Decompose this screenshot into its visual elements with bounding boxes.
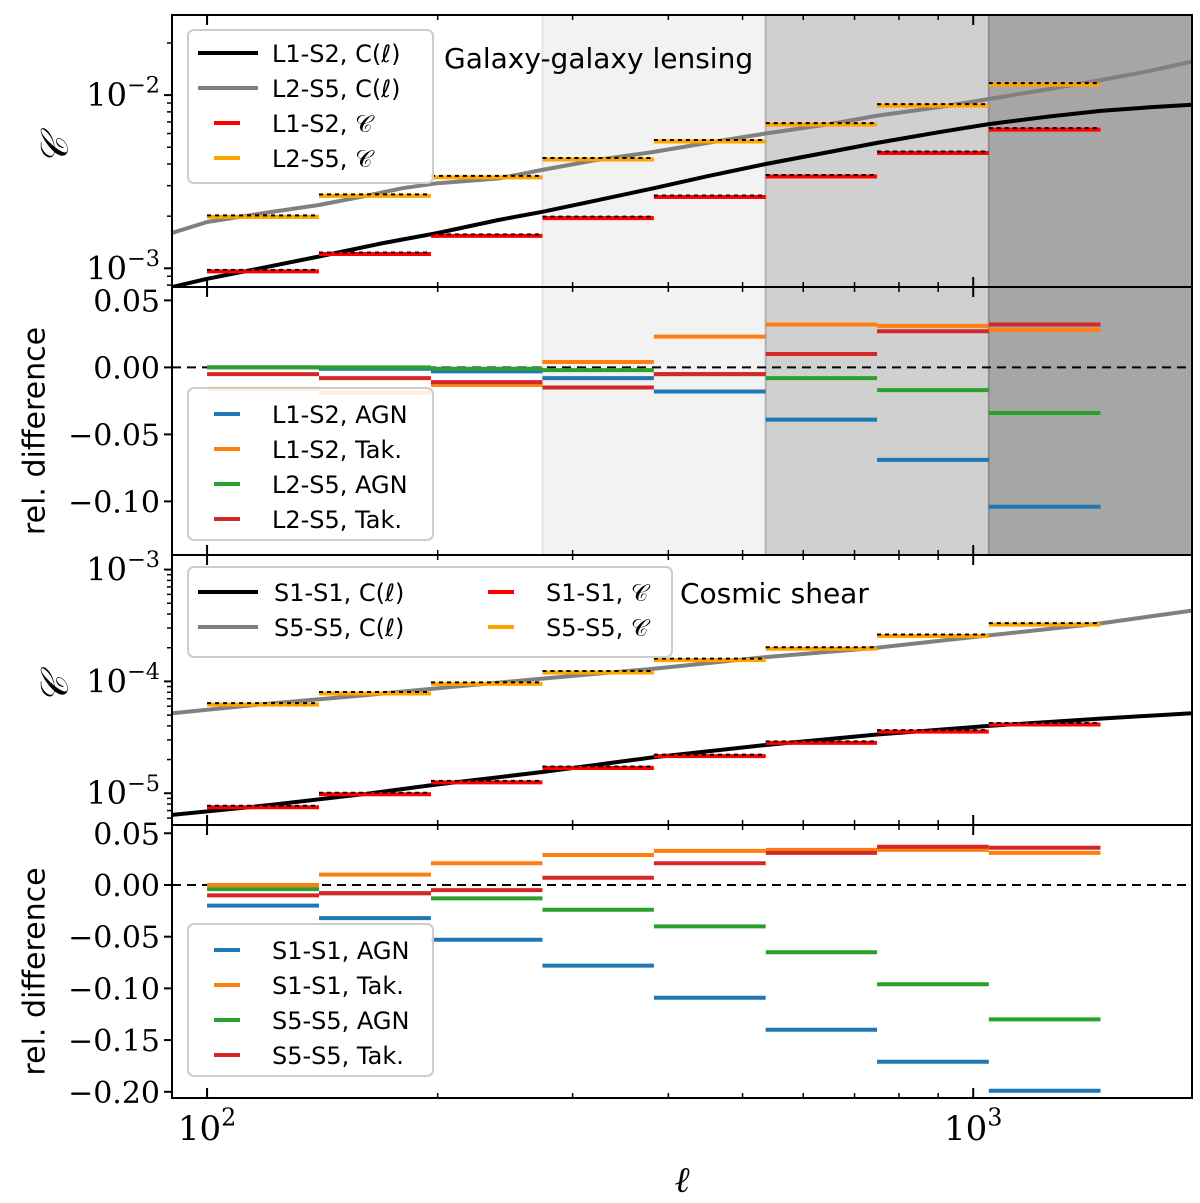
scale-cut-shading — [541, 15, 1192, 555]
y-axis-label: 𝒞 — [33, 128, 77, 165]
y-tick-label-exponent: −4 — [127, 659, 160, 685]
y-tick-label: 0.00 — [93, 869, 160, 904]
legend-label: S5-S5, Tak. — [272, 1042, 404, 1070]
legend-label: L2-S5, 𝒞 — [272, 145, 375, 173]
y-tick-label: −0.05 — [68, 921, 160, 956]
x-tick-label: 102 — [178, 1104, 236, 1149]
curve-1 — [172, 59, 1192, 235]
y-tick-label-base: 10 — [86, 774, 127, 812]
legend-label: L1-S2, 𝒞 — [272, 110, 375, 138]
y-ticks: 10−310−2 — [86, 42, 172, 287]
y-tick-label: 0.05 — [93, 284, 160, 319]
shade-region-2 — [988, 15, 1192, 555]
legend-label: S5-S5, 𝒞 — [546, 614, 651, 642]
y-axis-label: rel. difference — [18, 327, 53, 535]
legend: S1-S1, AGN S1-S1, Tak. S5-S5, AGN S5-S5, Ta… — [187, 923, 434, 1077]
y-tick-label: 10−2 — [86, 73, 160, 114]
legend-label: S1-S1, 𝒞 — [546, 579, 651, 607]
y-tick-label: −0.05 — [68, 418, 160, 453]
plot-area — [172, 608, 1192, 817]
y-tick-label-exponent: −5 — [127, 771, 160, 797]
y-tick-label-base: 10 — [86, 551, 127, 589]
panel-shear-diff: 0.05 0.00 −0.05 −0.10 −0.15 −0.20 rel. differe… — [18, 817, 1193, 1111]
legend: L1-S2, AGN L1-S2, Tak. L2-S5, AGN L2-S5, Ta… — [187, 387, 434, 541]
y-tick-label: −0.10 — [68, 485, 160, 520]
legend-label: L2-S5, AGN — [272, 471, 408, 499]
y-tick-label-base: 10 — [86, 662, 127, 700]
shade-region-0 — [542, 15, 766, 555]
y-ticks: 0.05 0.00 −0.05 −0.10 — [68, 284, 172, 520]
x-axis-label: ℓ — [675, 1160, 690, 1201]
legend-label: S5-S5, AGN — [272, 1007, 409, 1035]
panel-title: Cosmic shear — [680, 577, 869, 610]
y-tick-label: −0.20 — [68, 1076, 160, 1111]
x-tick-label-base: 10 — [944, 1109, 987, 1149]
y-ticks: 0.05 0.00 −0.05 −0.10 −0.15 −0.20 — [68, 817, 172, 1111]
y-tick-label: 0.00 — [93, 351, 160, 386]
y-tick-label: −0.10 — [68, 972, 160, 1007]
y-tick-label: 10−5 — [86, 771, 160, 812]
curve-0 — [172, 711, 1192, 817]
y-tick-label: 0.05 — [93, 817, 160, 852]
legend-box — [187, 29, 434, 184]
plot-area — [172, 844, 1192, 1093]
y-tick-label: 10−4 — [86, 659, 160, 700]
legend-label: L1-S2, C(ℓ) — [272, 40, 400, 68]
legend-label: L1-S2, Tak. — [272, 436, 402, 464]
y-tick-label-exponent: −3 — [127, 246, 160, 272]
legend: L1-S2, C(ℓ) L2-S5, C(ℓ) L1-S2, 𝒞 L2-S5, 𝒞 — [187, 29, 434, 184]
y-tick-label-base: 10 — [86, 249, 127, 287]
legend: S1-S1, C(ℓ) S5-S5, C(ℓ) S1-S1, 𝒞 S5-S5, 𝒞 — [187, 566, 673, 658]
legend-label: S1-S1, AGN — [272, 937, 409, 965]
panel-frame — [171, 824, 1193, 1099]
legend-box — [187, 387, 434, 541]
plot-area — [172, 59, 1192, 287]
x-tick-labels: 102 103 — [178, 1104, 1003, 1149]
y-tick-label: 10−3 — [86, 246, 160, 287]
legend-label: S5-S5, C(ℓ) — [274, 614, 404, 642]
x-tick-label-exponent: 3 — [987, 1104, 1002, 1132]
y-tick-label-exponent: −3 — [127, 547, 160, 573]
legend-label: L2-S5, Tak. — [272, 506, 402, 534]
x-tick-label: 103 — [944, 1104, 1002, 1149]
legend-label: S1-S1, Tak. — [272, 972, 404, 1000]
plot-area — [172, 322, 1192, 509]
y-ticks: 10−510−410−3 — [86, 547, 172, 819]
x-tick-label-base: 10 — [178, 1109, 221, 1149]
panel-title: Galaxy-galaxy lensing — [444, 42, 753, 75]
legend-label: L2-S5, C(ℓ) — [272, 75, 400, 103]
y-axis-label: rel. difference — [18, 867, 53, 1075]
curve-1 — [172, 608, 1192, 716]
x-ticks — [206, 825, 975, 1098]
legend-label: S1-S1, C(ℓ) — [274, 579, 404, 607]
legend-box — [187, 923, 434, 1077]
y-tick-label: 10−3 — [86, 547, 160, 588]
legend-label: L1-S2, AGN — [272, 401, 408, 429]
y-tick-label-base: 10 — [86, 76, 127, 114]
y-tick-label-exponent: −2 — [127, 73, 160, 99]
x-tick-label-exponent: 2 — [221, 1104, 236, 1132]
legend-box — [187, 566, 673, 658]
y-tick-label: −0.15 — [68, 1024, 160, 1059]
shade-region-1 — [765, 15, 989, 555]
y-axis-label: 𝒞 — [33, 667, 77, 704]
